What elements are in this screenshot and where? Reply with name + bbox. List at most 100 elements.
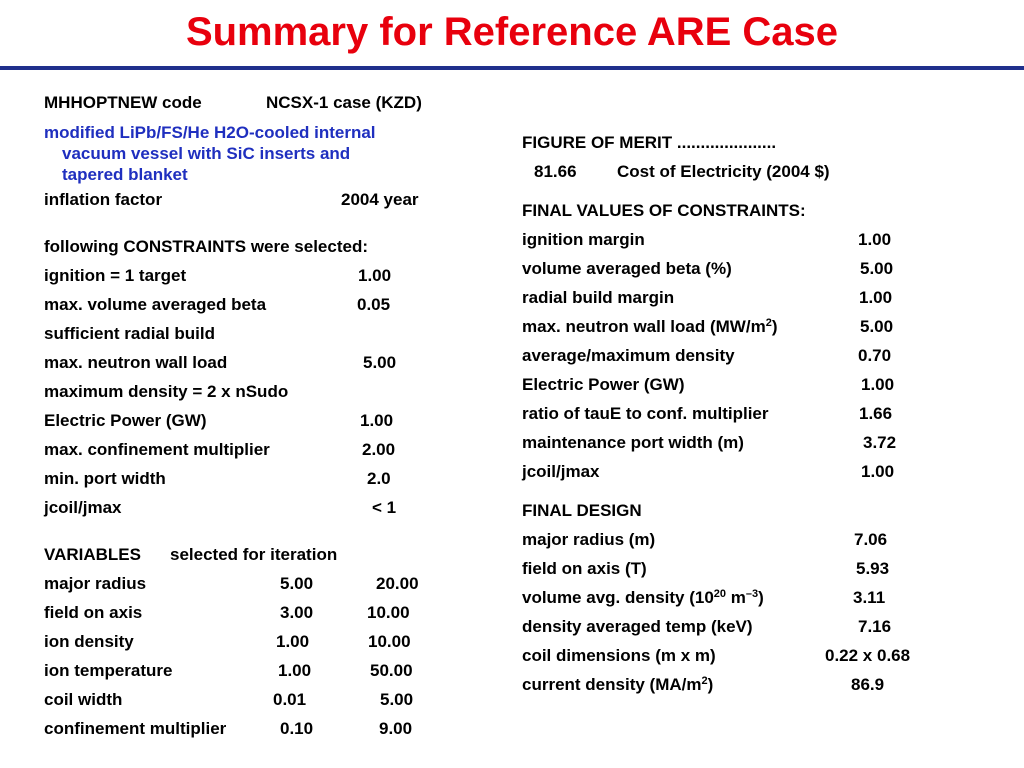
spacer (44, 522, 484, 540)
spacer (522, 186, 962, 196)
variable-label: major radius (44, 574, 147, 593)
label-text: current density (MA/m (522, 675, 702, 694)
final-design-row: density averaged temp (keV) 7.16 (522, 612, 962, 641)
final-constraints-heading-text: FINAL VALUES OF CONSTRAINTS: (522, 201, 806, 220)
final-constraint-row: radial build margin 1.00 (522, 283, 962, 312)
label-text: ) (771, 317, 778, 336)
final-constraint-row: Electric Power (GW) 1.00 (522, 370, 962, 399)
constraint-row: Electric Power (GW) 1.00 (44, 406, 484, 435)
final-constraint-value: 1.00 (858, 230, 892, 249)
variables-heading-a: VARIABLES (44, 545, 141, 564)
variable-min: 0.10 (280, 719, 314, 738)
description-line: vacuum vessel with SiC inserts and (62, 144, 351, 163)
constraint-label: Electric Power (GW) (44, 411, 207, 430)
variable-max: 9.00 (379, 719, 413, 738)
variable-min: 3.00 (280, 603, 314, 622)
final-design-label: coil dimensions (m x m) (522, 646, 716, 665)
constraint-value: < 1 (372, 498, 397, 517)
final-constraint-row: average/maximum density 0.70 (522, 341, 962, 370)
final-constraint-value: 1.00 (859, 288, 893, 307)
inflation-label: inflation factor (44, 190, 163, 209)
variable-row: field on axis 3.00 10.00 (44, 598, 484, 627)
superscript: 20 (713, 588, 727, 600)
final-design-heading: FINAL DESIGN (522, 496, 962, 525)
variable-label: confinement multiplier (44, 719, 227, 738)
label-text: volume avg. density (10 (522, 588, 714, 607)
description-line: modified LiPb/FS/He H2O-cooled internal (44, 123, 376, 142)
final-design-row: volume avg. density (1020 m–3) 3.11 (522, 583, 962, 612)
fom-heading-text: FIGURE OF MERIT ..................... (522, 133, 777, 152)
title-divider (0, 66, 1024, 70)
variable-row: ion temperature 1.00 50.00 (44, 656, 484, 685)
figure-of-merit-row: 81.66 Cost of Electricity (2004 $) (522, 157, 962, 186)
code-case: NCSX-1 case (KZD) (266, 93, 422, 112)
slide-title: Summary for Reference ARE Case (185, 10, 839, 54)
constraint-value: 1.00 (358, 266, 392, 285)
inflation-value: 2004 year (341, 190, 419, 209)
label-text: ) (758, 588, 764, 607)
final-design-value: 5.93 (856, 559, 890, 578)
constraint-label: max. confinement multiplier (44, 440, 270, 459)
case-description: modified LiPb/FS/He H2O-cooled internal … (44, 122, 484, 185)
variable-max: 10.00 (367, 603, 410, 622)
superscript: 2 (701, 675, 708, 687)
variable-max: 10.00 (368, 632, 411, 651)
inflation-line: inflation factor 2004 year (44, 185, 484, 214)
final-constraint-label: ratio of tauE to conf. multiplier (522, 404, 769, 423)
final-design-label: major radius (m) (522, 530, 656, 549)
superscript: 2 (765, 317, 772, 329)
fom-label: Cost of Electricity (2004 $) (617, 162, 830, 181)
final-constraint-row: ignition margin 1.00 (522, 225, 962, 254)
final-constraint-label: max. neutron wall load (MW/m2) (522, 312, 777, 341)
final-design-value: 7.16 (858, 617, 892, 636)
variable-label: ion temperature (44, 661, 173, 680)
variable-row: major radius 5.00 20.00 (44, 569, 484, 598)
variable-label: field on axis (44, 603, 143, 622)
variables-heading: VARIABLES selected for iteration (44, 540, 484, 569)
constraint-row: ignition = 1 target 1.00 (44, 261, 484, 290)
variable-min: 1.00 (276, 632, 310, 651)
final-design-value: 7.06 (854, 530, 888, 549)
spacer (522, 486, 962, 496)
final-constraint-value: 1.00 (861, 462, 895, 481)
final-constraint-label: volume averaged beta (%) (522, 259, 732, 278)
constraint-value: 5.00 (363, 353, 397, 372)
final-constraint-label: jcoil/jmax (522, 462, 600, 481)
variable-min: 0.01 (273, 690, 307, 709)
constraint-value: 1.00 (360, 411, 394, 430)
final-constraint-row: volume averaged beta (%) 5.00 (522, 254, 962, 283)
constraint-row: min. port width 2.0 (44, 464, 484, 493)
variable-max: 5.00 (380, 690, 414, 709)
final-constraint-label: maintenance port width (m) (522, 433, 744, 452)
constraint-label: ignition = 1 target (44, 266, 187, 285)
final-design-heading-text: FINAL DESIGN (522, 501, 642, 520)
constraint-row: max. volume averaged beta 0.05 (44, 290, 484, 319)
final-design-row: coil dimensions (m x m) 0.22 x 0.68 (522, 641, 962, 670)
variable-label: ion density (44, 632, 134, 651)
constraint-value: 2.00 (362, 440, 396, 459)
constraint-row: max. confinement multiplier 2.00 (44, 435, 484, 464)
constraint-value: 0.05 (357, 295, 391, 314)
constraint-row: maximum density = 2 x nSudo (44, 377, 484, 406)
right-column: FIGURE OF MERIT ..................... 81… (522, 128, 962, 699)
final-constraint-value: 3.72 (863, 433, 897, 452)
label-text: max. neutron wall load (MW/m (522, 317, 766, 336)
left-column: MHHOPTNEW code NCSX-1 case (KZD) modifie… (44, 88, 484, 743)
final-design-value: 86.9 (851, 675, 885, 694)
fom-value: 81.66 (534, 162, 577, 181)
variable-row: ion density 1.00 10.00 (44, 627, 484, 656)
final-design-label: density averaged temp (keV) (522, 617, 753, 636)
final-design-value: 3.11 (853, 588, 886, 607)
final-design-label: field on axis (T) (522, 559, 647, 578)
code-line: MHHOPTNEW code NCSX-1 case (KZD) (44, 88, 484, 117)
constraint-label: maximum density = 2 x nSudo (44, 382, 289, 401)
constraint-row: max. neutron wall load 5.00 (44, 348, 484, 377)
constraint-row: sufficient radial build (44, 319, 484, 348)
constraint-row: jcoil/jmax < 1 (44, 493, 484, 522)
final-constraint-row: ratio of tauE to conf. multiplier 1.66 (522, 399, 962, 428)
variable-min: 5.00 (280, 574, 314, 593)
variable-min: 1.00 (278, 661, 312, 680)
constraint-label: max. volume averaged beta (44, 295, 267, 314)
variable-max: 50.00 (370, 661, 413, 680)
figure-of-merit-heading: FIGURE OF MERIT ..................... (522, 128, 962, 157)
